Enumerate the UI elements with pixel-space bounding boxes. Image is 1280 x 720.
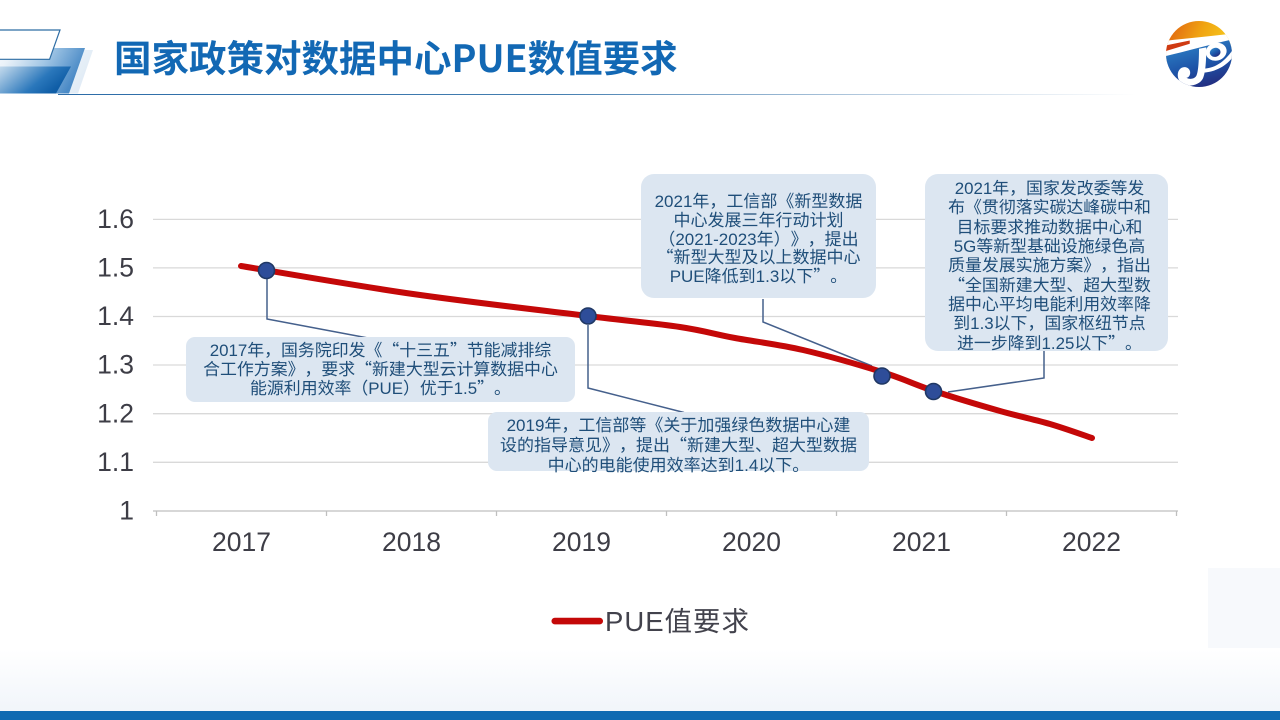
svg-text:1.4: 1.4 <box>97 301 134 331</box>
svg-text:1.2: 1.2 <box>97 398 134 428</box>
svg-text:1.6: 1.6 <box>97 204 134 234</box>
svg-text:1.3: 1.3 <box>97 350 134 380</box>
svg-text:2020: 2020 <box>722 527 781 557</box>
svg-text:2021: 2021 <box>892 527 951 557</box>
svg-text:2019: 2019 <box>552 527 611 557</box>
svg-text:1.1: 1.1 <box>97 447 134 477</box>
svg-text:2017: 2017 <box>212 527 271 557</box>
svg-text:2018: 2018 <box>382 527 441 557</box>
svg-text:1.5: 1.5 <box>97 253 134 283</box>
svg-text:2022: 2022 <box>1062 527 1121 557</box>
svg-text:1: 1 <box>119 496 134 526</box>
